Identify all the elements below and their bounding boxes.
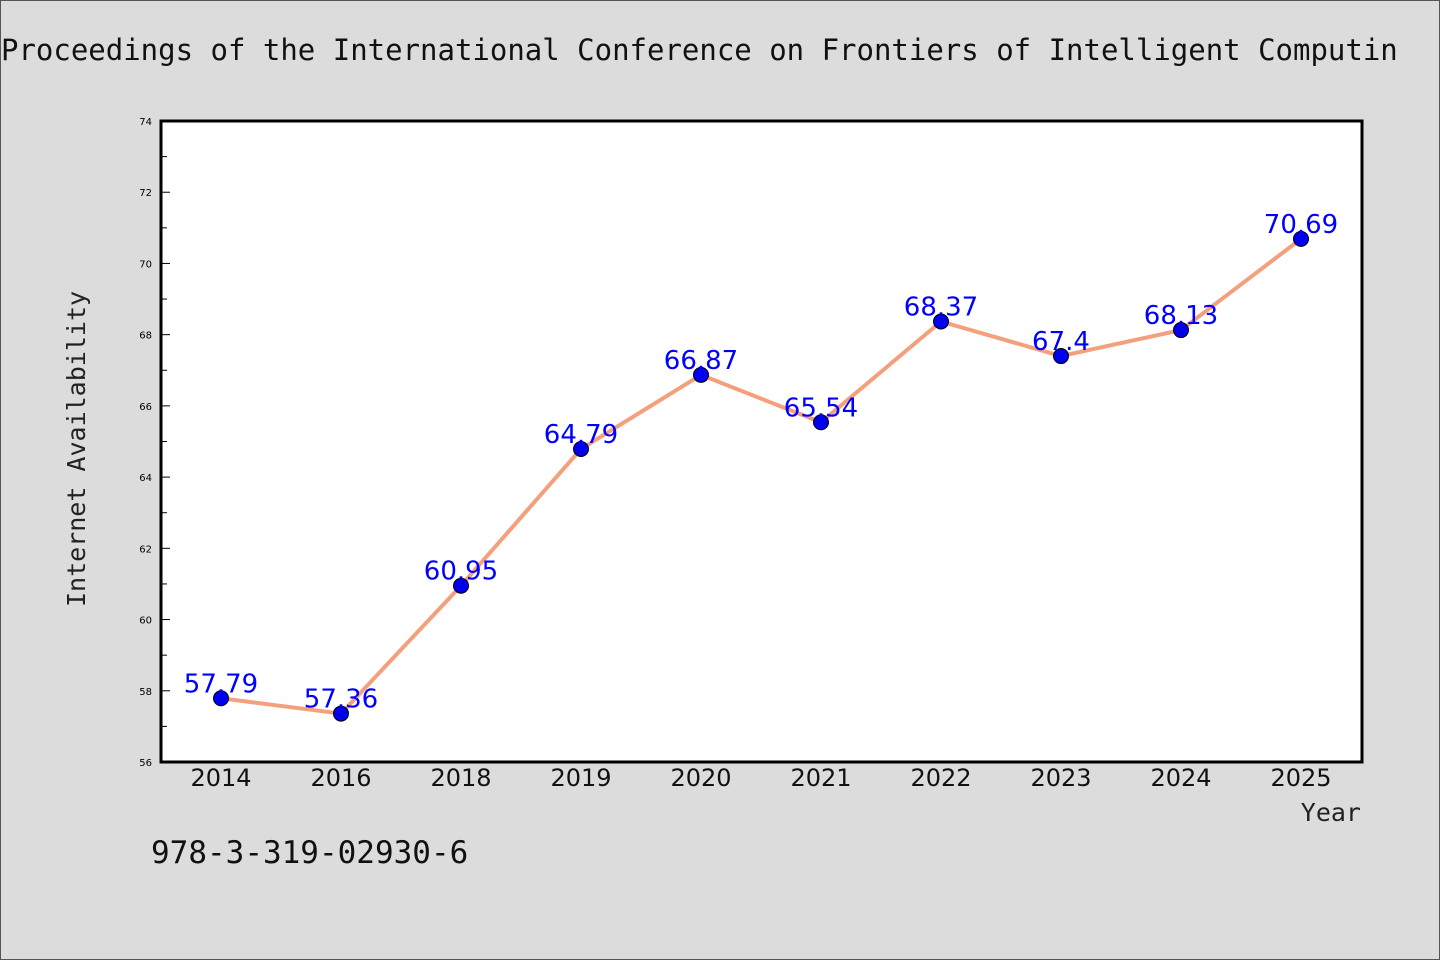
data-label: 70.69 (1264, 210, 1338, 240)
y-axis: 56 58 60 62 64 66 68 70 72 74 (139, 117, 170, 769)
data-label: 57.36 (304, 685, 378, 715)
chart-title: Proceedings of the International Confere… (1, 33, 1398, 67)
plot-area (159, 119, 1364, 764)
y-tick-label: 66 (139, 402, 152, 413)
y-tick-label: 60 (139, 616, 152, 627)
x-axis: 2014 2016 2018 2019 2020 2021 2022 2023 2024 2025 (190, 764, 1331, 792)
x-tick-label: 2016 (310, 764, 371, 792)
x-tick-label: 2020 (670, 764, 731, 792)
x-axis-label: Year (1301, 798, 1361, 827)
data-point (693, 366, 709, 383)
data-label: 64.79 (544, 420, 618, 450)
x-tick-label: 2019 (550, 764, 611, 792)
data-point (1293, 230, 1309, 247)
y-tick-label: 56 (139, 758, 152, 769)
data-label: 67.4 (1032, 327, 1090, 357)
data-point (933, 313, 949, 330)
data-labels: 57.79 57.36 60.95 64.79 66.87 65.54 68.37 67.4 6… (184, 210, 1338, 715)
data-label: 68.37 (904, 292, 978, 322)
isbn-text: 978-3-319-02930-6 (151, 835, 469, 871)
data-point (1173, 322, 1189, 339)
series-line (220, 237, 1303, 716)
series-group (213, 230, 1309, 722)
data-point (1053, 348, 1069, 365)
y-tick-label: 64 (139, 473, 152, 484)
x-tick-label: 2014 (190, 764, 251, 792)
data-label: 57.79 (184, 669, 258, 699)
data-point (213, 690, 229, 707)
y-tick-label: 62 (139, 544, 152, 555)
data-label: 66.87 (664, 346, 738, 376)
x-tick-label: 2022 (910, 764, 971, 792)
y-tick-label: 58 (139, 687, 152, 698)
x-tick-label: 2024 (1150, 764, 1211, 792)
data-point (813, 414, 829, 431)
x-tick-label: 2023 (1030, 764, 1091, 792)
data-label: 60.95 (424, 557, 498, 587)
data-point (333, 705, 349, 722)
data-point (573, 440, 589, 457)
data-label: 68.13 (1144, 301, 1218, 331)
data-label: 65.54 (784, 393, 858, 423)
x-tick-label: 2025 (1270, 764, 1331, 792)
y-tick-label: 72 (139, 188, 152, 199)
y-tick-label: 74 (139, 117, 152, 128)
x-tick-label: 2021 (790, 764, 851, 792)
y-tick-label: 70 (139, 259, 152, 270)
y-axis-label: Internet Availability (62, 291, 91, 607)
data-point (453, 577, 469, 594)
y-tick-label: 68 (139, 331, 152, 342)
x-tick-label: 2018 (430, 764, 491, 792)
